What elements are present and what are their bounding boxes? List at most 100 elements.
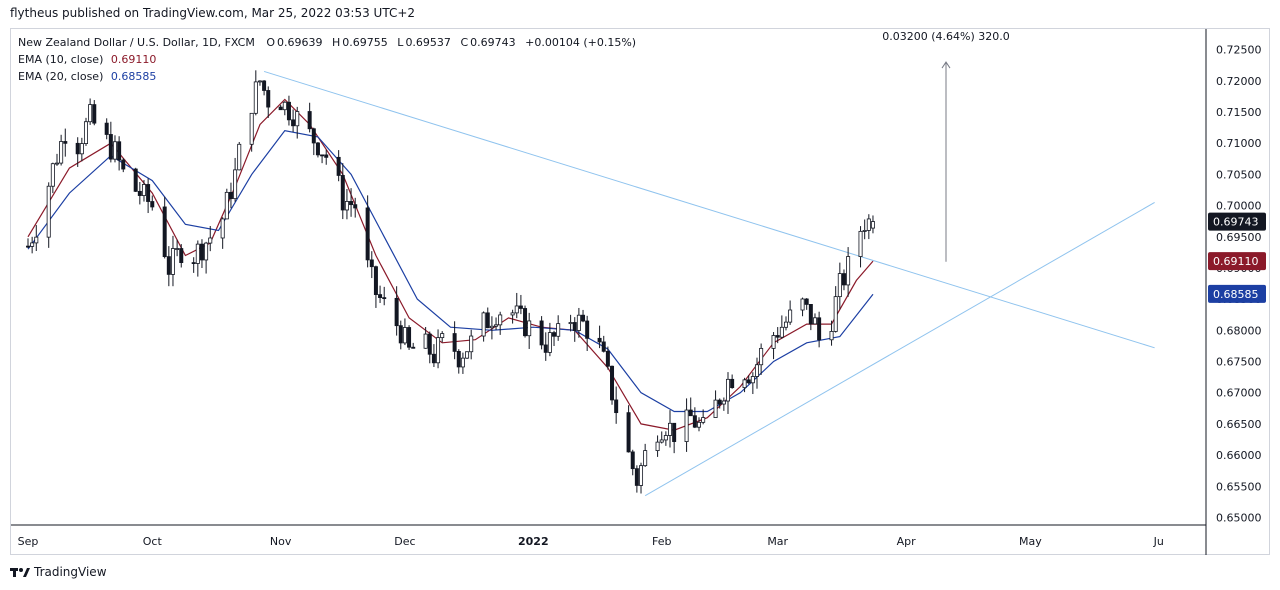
price-badges: 0.69743 0.69110 0.68585 [1208,212,1266,303]
candle [750,372,755,395]
candle [572,317,577,342]
candle [104,118,109,140]
candle-body [804,298,809,305]
candle [75,137,80,167]
candle-body [398,325,403,344]
candle-body [382,297,387,300]
candle [307,102,312,133]
candle [465,351,470,359]
price-badge-label: 0.68585 [1213,288,1259,301]
legend-ema20-row[interactable]: EMA (20, close) 0.68585 [18,68,638,85]
candle [407,325,412,350]
candle [278,104,283,111]
candle [249,112,254,152]
candle-body [59,141,64,164]
candle-body [411,346,416,349]
candle [775,327,780,344]
candle-body [754,364,759,377]
candle-body [498,314,503,326]
candle [373,265,378,308]
candle [150,195,155,211]
candle [634,465,639,493]
candle-body [697,421,702,428]
trendlines-layer [263,70,1155,497]
arrow-up-icon [941,61,951,69]
legend-low-label: L [397,36,404,49]
candle-body [423,333,428,349]
candle-body [162,206,167,258]
candle [808,304,813,331]
candle [117,136,122,171]
chart-frame[interactable] [10,28,1270,555]
price-badge: 0.69110 [1208,252,1266,271]
trendline-up [644,202,1155,497]
candle [713,390,718,418]
footer-brand[interactable]: TradingView [10,565,107,579]
measurement-tool: 0.03200 (4.64%) 320.0 [882,30,1010,262]
candle-body [63,141,68,144]
candle-body [365,207,370,261]
candle-body [378,294,383,299]
candle-body [34,236,39,244]
candle [725,372,730,414]
candle-body [692,415,697,428]
candle-body [146,184,151,202]
legend-ema10-label: EMA (10, close) [18,53,104,66]
candle-body [220,218,225,239]
candle-body [725,378,730,402]
candle-body [407,327,412,348]
candle-body [54,162,59,165]
candle [804,298,809,310]
candle [510,309,515,324]
candle-body [170,248,175,275]
candle [539,316,544,350]
candle-body [688,409,693,417]
candle [112,135,117,163]
candle-body [518,305,523,309]
legend-ema10-row[interactable]: EMA (10, close) 0.69110 [18,51,638,68]
candle [601,335,606,353]
candle [659,431,664,444]
candle-body [572,322,577,331]
candle-body [257,80,262,83]
candle-body [465,351,470,359]
candle [121,158,126,173]
candle [108,121,113,163]
candle-body [117,141,122,161]
candle [469,329,474,360]
candle-body [291,119,296,127]
candle-body [179,248,184,263]
candle-body [262,80,267,91]
candle [344,188,349,220]
candle-body [721,400,726,405]
candle [46,182,51,248]
candle-body [373,266,378,295]
candle [841,269,846,291]
candle [779,315,784,339]
candle-body [523,308,528,337]
candle-body [514,305,519,314]
price-tick-label: 0.70000 [1216,200,1262,213]
candle-body [266,90,271,108]
candle [846,247,851,297]
legend-open-value: 0.69639 [277,36,323,49]
candle-body [295,111,300,127]
candle [581,309,586,323]
candle-body [808,304,813,325]
candle [179,244,184,268]
candle-body [204,242,209,261]
candle [382,286,387,306]
candle-body [829,331,834,341]
candle-body [104,122,109,135]
measure-label: 0.03200 (4.64%) 320.0 [882,30,1010,43]
candle [440,331,445,343]
candle [340,163,345,220]
candle-body [233,169,238,200]
candle-body [494,324,499,327]
candle [257,80,262,86]
candle-body [701,417,706,423]
candle [436,329,441,369]
candle [701,409,706,425]
legend-high-value: 0.69755 [342,36,388,49]
